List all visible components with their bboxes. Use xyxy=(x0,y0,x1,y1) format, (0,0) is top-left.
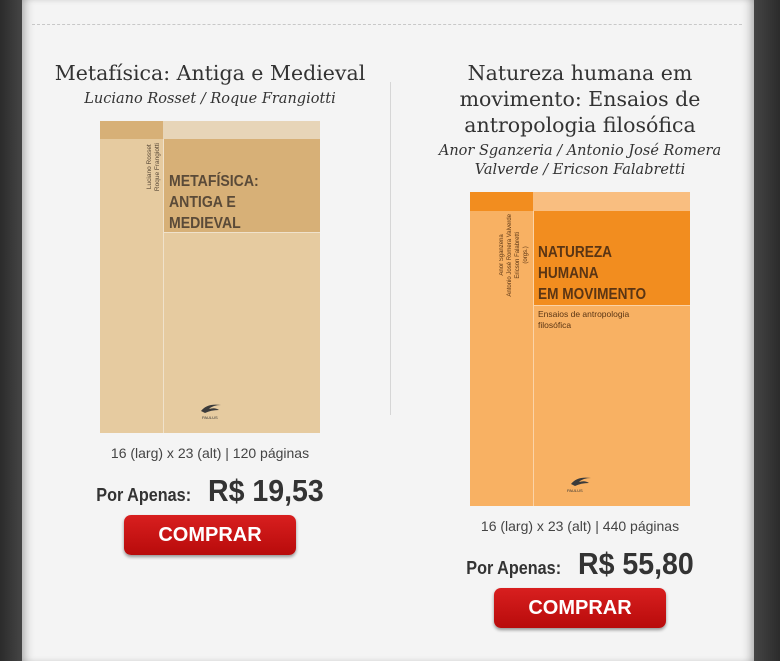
price-label: Por Apenas: xyxy=(466,558,562,578)
publisher-logo-label: PAULUS xyxy=(202,415,218,420)
cover-title-line: METAFÍSICA: xyxy=(169,173,259,190)
publisher-logo-icon xyxy=(571,477,591,486)
column-divider xyxy=(390,82,391,415)
book-cover-image[interactable]: Anor Sganzeria Antonio José Romera Valve… xyxy=(470,192,690,506)
cover-author-line: Ericson Falabretti xyxy=(515,231,521,279)
cover-title-line: ANTIGA E xyxy=(169,194,236,211)
price-label: Por Apenas: xyxy=(96,485,192,505)
product-title[interactable]: Natureza humana em movimento: Ensaios de… xyxy=(459,61,701,137)
publisher-logo-label: PAULUS xyxy=(567,488,583,493)
cover-subtitle-line: Ensaios de antropologia xyxy=(538,309,630,319)
cover-title-text: NATUREZA HUMANA EM MOVIMENTO xyxy=(538,242,646,305)
product-dimensions: 16 (larg) x 23 (alt) | 120 páginas xyxy=(110,445,310,461)
cover-line xyxy=(163,139,164,433)
product-authors: Anor Sganzeria / Antonio José Romera Val… xyxy=(438,143,722,178)
cover-top-band-accent xyxy=(470,192,533,211)
cover-title-line: MEDIEVAL xyxy=(169,215,241,232)
cover-author-line: (orgs.) xyxy=(523,246,529,264)
cover-line xyxy=(533,211,534,506)
cover-author-line: Antonio José Romera Valverde xyxy=(507,214,513,297)
book-cover-image[interactable]: Luciano Rosset Roque Frangiotti METAFÍSI… xyxy=(100,121,320,433)
cover-author-line: Luciano Rosset xyxy=(146,144,153,190)
product-dimensions: 16 (larg) x 23 (alt) | 440 páginas xyxy=(480,518,680,534)
cover-subtitle-text: Ensaios de antropologia filosófica xyxy=(538,309,629,331)
cover-title-box xyxy=(163,139,320,232)
price-row: Por Apenas: R$ 19,53 xyxy=(50,473,370,509)
price-value: R$ 55,80 xyxy=(577,546,694,581)
price-value: R$ 19,53 xyxy=(207,473,324,508)
product-card-natureza: Natureza humana em movimento: Ensaios de… xyxy=(420,60,740,628)
cover-title-box xyxy=(533,211,690,305)
page-frame-right xyxy=(754,0,780,661)
cover-top-band-accent xyxy=(100,121,163,139)
cover-title-line: EM MOVIMENTO xyxy=(538,286,647,303)
publisher-logo-icon xyxy=(201,404,221,413)
product-title[interactable]: Metafísica: Antiga e Medieval xyxy=(54,61,366,85)
cover-line xyxy=(163,232,320,233)
cover-title-line: NATUREZA xyxy=(538,244,613,261)
buy-button[interactable]: COMPRAR xyxy=(124,515,296,555)
page-frame-left xyxy=(0,0,22,661)
cover-author-text: Anor Sganzeria Antonio José Romera Valve… xyxy=(498,214,530,297)
dotted-divider xyxy=(32,24,742,25)
product-card-metafisica: Metafísica: Antiga e Medieval Luciano Ro… xyxy=(50,60,370,555)
cover-subtitle-line: filosófica xyxy=(538,320,572,330)
cover-author-line: Roque Frangiotti xyxy=(154,143,161,192)
product-authors: Luciano Rosset / Roque Frangiotti xyxy=(84,91,336,107)
cover-title-line: HUMANA xyxy=(538,265,599,282)
cover-author-text: Luciano Rosset Roque Frangiotti xyxy=(146,143,162,191)
cover-author-line: Anor Sganzeria xyxy=(499,234,505,276)
cover-title-text: METAFÍSICA: ANTIGA E MEDIEVAL xyxy=(169,171,259,234)
cover-line xyxy=(533,305,690,306)
price-row: Por Apenas: R$ 55,80 xyxy=(420,546,740,582)
buy-button[interactable]: COMPRAR xyxy=(494,588,666,628)
